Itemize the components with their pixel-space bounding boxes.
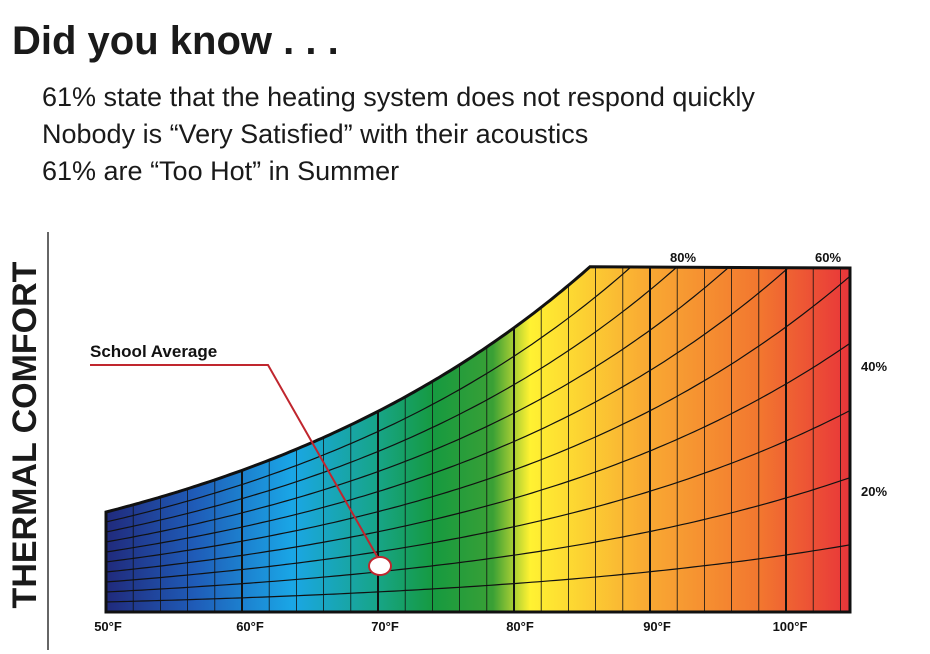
fact: 61% state that the heating system does n… — [42, 82, 755, 112]
grid-line — [106, 266, 850, 533]
comfort-area — [106, 266, 850, 612]
x-label: 100°F — [773, 619, 808, 634]
grid-line — [106, 266, 850, 543]
x-label: 70°F — [371, 619, 399, 634]
annotation-line — [90, 364, 379, 559]
grid-line — [106, 342, 850, 573]
annotation: School Average — [90, 342, 217, 361]
side-label: THERMAL COMFORT — [6, 261, 44, 608]
x-label: 50°F — [94, 619, 122, 634]
rh-label: 80% — [670, 250, 696, 265]
grid-line — [106, 266, 850, 523]
rh-label: 60% — [815, 250, 841, 265]
x-label: 90°F — [643, 619, 671, 634]
grid-line — [106, 544, 850, 603]
grid-line — [106, 266, 850, 553]
x-label: 80°F — [506, 619, 534, 634]
rh-label: 20% — [861, 484, 887, 499]
grid-line — [106, 275, 850, 563]
outline — [104, 265, 852, 614]
grid-line — [106, 477, 850, 593]
fact: Nobody is “Very Satisfied” with their ac… — [42, 119, 588, 149]
x-label: 60°F — [236, 619, 264, 634]
fact: 61% are “Too Hot” in Summer — [42, 156, 399, 186]
title: Did you know . . . — [12, 19, 339, 63]
rh-label: 40% — [861, 359, 887, 374]
school-average-marker — [368, 556, 392, 576]
grid-line — [106, 409, 850, 583]
